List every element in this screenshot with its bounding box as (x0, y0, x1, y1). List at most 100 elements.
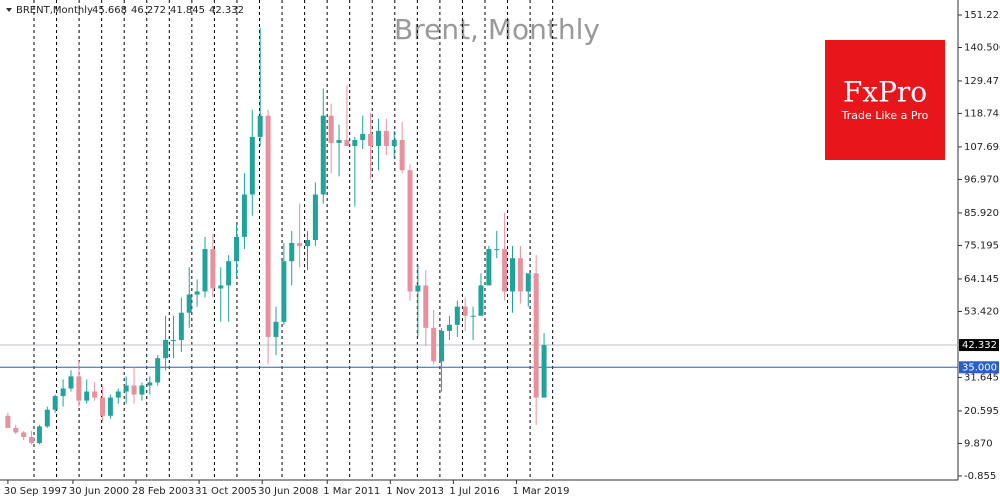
candle-body (226, 261, 232, 286)
candle-body (431, 327, 437, 362)
logo-brand: FxPro (843, 76, 927, 109)
candle-body (494, 249, 500, 251)
price-label-box (959, 339, 999, 352)
candle-body (502, 249, 508, 292)
candle-body (249, 136, 255, 195)
candle-body (29, 436, 35, 444)
candle-body (486, 249, 492, 286)
y-tick-label: 53.420 (964, 306, 999, 317)
candle-body (470, 315, 476, 317)
candle-body (360, 133, 366, 140)
y-tick-label: 129.47 (964, 76, 999, 87)
candle-body (541, 345, 547, 398)
quote-value: 41.845 (170, 5, 205, 16)
candle-body (52, 396, 58, 410)
candle-body (100, 397, 106, 416)
candle-body (391, 139, 397, 147)
price-label: 42.332 (962, 340, 997, 351)
y-tick-label: 107.695 (964, 142, 1000, 153)
candle-body (423, 285, 429, 328)
candle-body (328, 115, 334, 143)
x-tick-label: 30 Jun 2000 (69, 486, 129, 497)
candle-body (454, 306, 460, 325)
candle-body (368, 133, 374, 147)
y-tick-label: -0.855 (964, 471, 996, 482)
candle-body (218, 285, 224, 289)
candle-body (320, 115, 326, 195)
y-tick-label: 9.870 (964, 438, 993, 449)
candle-body (155, 358, 161, 383)
candle-body (131, 385, 137, 395)
candle-body (44, 409, 50, 427)
candle-body (257, 115, 263, 137)
price-label: 35.000 (962, 362, 997, 373)
y-tick-label: 64.145 (964, 274, 999, 285)
y-tick-label: 75.195 (964, 240, 999, 251)
candle-body (446, 324, 452, 331)
candle-body (147, 382, 153, 386)
candle-body (139, 385, 145, 395)
candle-body (478, 285, 484, 316)
candle-body (265, 115, 271, 337)
y-tick-label: 140.500 (964, 42, 1000, 53)
y-tick-label: 20.595 (964, 406, 999, 417)
y-tick-label: 96.970 (964, 174, 999, 185)
logo-box (825, 40, 945, 160)
candle-body (234, 236, 240, 262)
candle-body (462, 306, 468, 316)
candle-body (194, 291, 200, 295)
collapse-icon[interactable] (6, 8, 12, 12)
x-tick-label: 31 Oct 2005 (195, 486, 257, 497)
quote-value: 42.332 (209, 5, 244, 16)
candle-body (163, 339, 169, 359)
price-label-box (959, 361, 999, 374)
candle-body (439, 330, 445, 362)
candle-body (36, 426, 42, 444)
candle-body (76, 376, 82, 401)
x-tick-label: 30 Sep 1997 (4, 486, 67, 497)
y-tick-label: 118.745 (964, 108, 1000, 119)
candle-body (533, 273, 539, 398)
candle-body (312, 194, 318, 240)
candle-body (399, 139, 405, 171)
candle-body (375, 130, 381, 147)
candle-body (60, 388, 66, 397)
candle-body (273, 321, 279, 337)
candle-body (383, 130, 389, 147)
candle-body (281, 261, 287, 322)
candle-body (178, 312, 184, 340)
candle-body (517, 258, 523, 292)
x-tick-label: 1 Mar 2011 (323, 486, 380, 497)
candle-body (107, 397, 113, 416)
y-tick-label: 85.920 (964, 208, 999, 219)
candle-body (210, 249, 216, 289)
candle-body (5, 415, 11, 428)
candle-body (289, 243, 295, 262)
candle-body (352, 139, 358, 147)
candle-body (336, 139, 342, 143)
symbol-label: BRENT,Monthly (16, 5, 93, 16)
logo-tagline: Trade Like a Pro (841, 109, 929, 122)
candle-body (407, 170, 413, 292)
x-tick-label: 28 Feb 2003 (132, 486, 194, 497)
candle-body (13, 427, 19, 433)
candle-body (84, 391, 90, 401)
quote-value: 45.668 (92, 5, 127, 16)
candle-body (415, 285, 421, 292)
candle-body (170, 339, 176, 341)
chart-title: Brent, Monthly (394, 13, 600, 46)
candle-body (92, 391, 98, 398)
candle-body (115, 391, 121, 398)
candle-body (241, 194, 247, 237)
candle-body (202, 249, 208, 292)
candle-body (21, 432, 27, 437)
candle-body (186, 294, 192, 313)
candle-body (297, 243, 303, 247)
candle-body (68, 376, 74, 389)
candle-body (510, 258, 516, 292)
x-tick-label: 1 Mar 2019 (512, 486, 569, 497)
y-tick-label: 151.225 (964, 10, 1000, 21)
candle-body (305, 239, 311, 247)
